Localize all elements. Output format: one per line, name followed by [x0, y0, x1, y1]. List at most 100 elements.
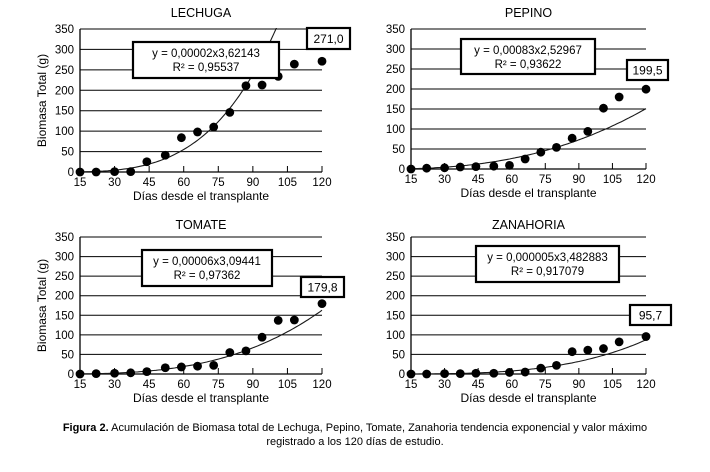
data-points [75, 299, 327, 379]
data-point [440, 163, 449, 173]
x-tick-label: 90 [246, 379, 259, 391]
data-point [614, 92, 624, 102]
equation-text: y = 0,00083x2,52967 [474, 45, 582, 57]
x-tick-label: 105 [603, 379, 622, 391]
chart-title: TOMATE [176, 218, 227, 232]
trend-line [79, 28, 277, 173]
data-point [489, 161, 499, 171]
y-tick-label: 300 [386, 44, 405, 56]
chart-title: PEPINO [505, 6, 553, 20]
data-point [422, 163, 432, 173]
x-tick-label: 75 [539, 379, 552, 391]
x-tick-label: 15 [74, 379, 87, 391]
x-tick-label: 45 [472, 174, 485, 186]
chart-svg-lechuga: LECHUGA 0 50 100 150 200 250 300 350 15 30 45 60 75 90… [35, 6, 352, 203]
x-tick-label: 30 [108, 379, 121, 391]
data-point [273, 315, 283, 325]
data-point [110, 368, 119, 378]
equation-box [140, 248, 274, 288]
equation-text: y = 0,00006x3,09441 [153, 256, 261, 268]
y-tick-label: 50 [392, 349, 405, 361]
data-point [193, 361, 202, 371]
max-value-label: 199,5 [632, 64, 662, 78]
figure-caption: Figura 2. Acumulación de Biomasa total d… [0, 421, 710, 449]
data-point [91, 167, 101, 177]
data-point [177, 362, 186, 372]
data-point [317, 56, 327, 66]
x-tick-label: 90 [572, 174, 585, 186]
chart-svg-pepino: PEPINO 0 50 100 150 200 250 300 350 15 30 45 60 75 90 1… [386, 6, 670, 200]
chart-lechuga: LECHUGA 0 50 100 150 200 250 300 350 15 30 45 60 75 90… [0, 0, 355, 215]
x-tick-label: 45 [143, 177, 156, 189]
y-tick-label: 200 [386, 84, 405, 96]
data-point [552, 360, 561, 370]
r-squared-text: R² = 0,97362 [174, 270, 241, 282]
y-tick-label: 350 [386, 24, 405, 36]
y-tick-label: 150 [55, 106, 74, 118]
y-tick-label: 200 [55, 291, 74, 303]
x-axis-label: Días desde el transplante [460, 391, 596, 405]
max-value-label: 271,0 [313, 32, 343, 46]
r-squared-text: R² = 0,917079 [511, 266, 584, 278]
data-points [406, 332, 651, 379]
y-tick-label: 200 [386, 291, 405, 303]
max-value-box [305, 26, 352, 51]
x-tick-label: 105 [603, 174, 622, 186]
data-point [406, 369, 416, 379]
data-point [536, 363, 546, 373]
data-point [520, 154, 530, 164]
data-point [471, 162, 481, 172]
x-axis-label: Días desde el transplante [133, 391, 269, 405]
x-axis-label: Días desde el transplante [460, 186, 596, 200]
y-tick-label: 250 [55, 65, 74, 77]
trend-line [411, 339, 647, 375]
chart-tomate: TOMATE 0 50 100 150 200 250 300 350 15 30 45 60 75 90 1… [0, 212, 355, 425]
chart-pepino: PEPINO 0 50 100 150 200 250 300 350 15 30 45 60 75 90 1… [355, 0, 710, 215]
data-point [257, 332, 267, 342]
data-point [520, 367, 530, 377]
data-point [455, 369, 465, 379]
data-point [552, 143, 561, 152]
data-point [567, 133, 577, 143]
data-point [110, 167, 119, 176]
data-point [641, 84, 651, 94]
data-point [455, 162, 465, 172]
x-tick-label: 120 [312, 177, 331, 189]
y-tick-label: 150 [386, 310, 405, 322]
max-value-box [625, 58, 670, 82]
y-tick-label: 150 [55, 310, 74, 322]
y-tick-label: 350 [386, 232, 405, 244]
x-tick-label: 75 [212, 177, 225, 189]
data-point [126, 368, 136, 378]
data-point [289, 315, 299, 325]
equation-box [474, 244, 621, 284]
data-point [567, 347, 577, 357]
y-tick-label: 350 [55, 232, 74, 244]
caption-text: Acumulación de Biomasa total de Lechuga,… [108, 422, 648, 448]
chart-title: LECHUGA [171, 6, 232, 20]
data-point [422, 369, 432, 379]
x-tick-label: 60 [505, 379, 518, 391]
x-tick-label: 30 [438, 379, 451, 391]
data-point [91, 369, 101, 379]
x-tick-label: 15 [405, 174, 418, 186]
y-tick-label: 0 [399, 164, 405, 176]
data-point [209, 122, 219, 132]
y-tick-label: 50 [61, 147, 74, 159]
data-point [641, 332, 651, 341]
max-value-label: 179,8 [307, 281, 337, 295]
y-tick-label: 50 [61, 349, 74, 361]
y-tick-label: 250 [55, 271, 74, 283]
data-point [177, 133, 186, 143]
data-point [471, 368, 481, 378]
x-tick-label: 30 [108, 177, 121, 189]
y-tick-label: 300 [386, 252, 405, 264]
data-point [225, 348, 235, 357]
y-tick-label: 100 [55, 126, 74, 138]
y-tick-label: 50 [392, 144, 405, 156]
x-tick-label: 45 [143, 379, 156, 391]
data-points [406, 84, 651, 174]
trend-line [410, 108, 647, 170]
x-tick-label: 15 [405, 379, 418, 391]
